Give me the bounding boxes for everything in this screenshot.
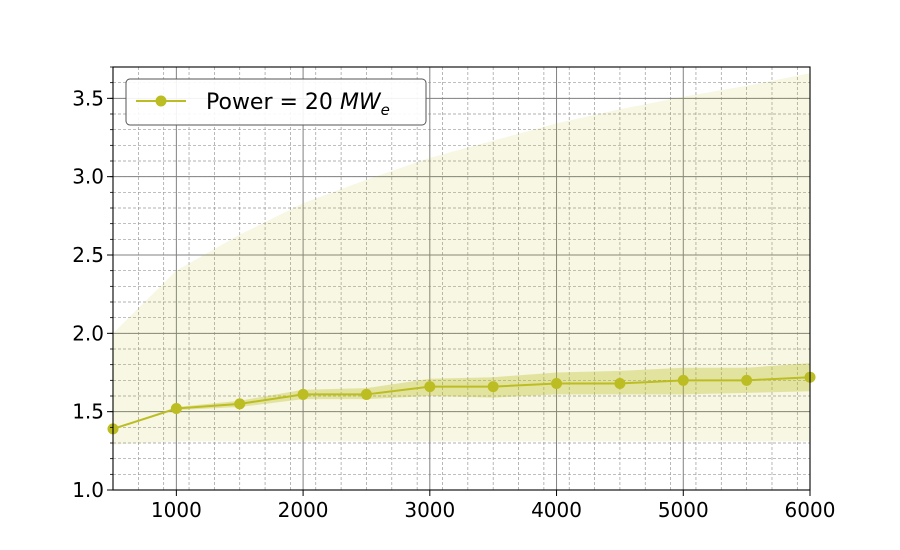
data-point xyxy=(424,381,436,393)
y-tick-label: 2.0 xyxy=(72,321,104,345)
y-tick-label: 1.5 xyxy=(72,400,104,424)
x-axis: 1000 2000 3000 4000 5000 6000 xyxy=(151,490,836,522)
data-point xyxy=(170,403,182,415)
legend-label-subscript: e xyxy=(381,101,390,119)
data-point xyxy=(677,374,689,386)
data-point xyxy=(297,388,309,400)
x-tick-label: 2000 xyxy=(278,498,329,522)
legend-box xyxy=(125,78,427,126)
x-tick-label: 5000 xyxy=(658,498,709,522)
y-tick-label: 3.5 xyxy=(72,86,104,110)
data-point xyxy=(614,377,626,389)
legend-label-italic: MW xyxy=(340,90,382,115)
y-axis: 1.0 1.5 2.0 2.5 3.0 3.5 xyxy=(72,66,113,502)
legend-marker-swatch xyxy=(155,95,167,107)
data-point xyxy=(234,398,246,410)
data-point xyxy=(741,374,753,386)
data-point xyxy=(551,377,563,389)
series-lines xyxy=(113,376,810,430)
x-tick-label: 4000 xyxy=(531,498,582,522)
x-tick-label: 6000 xyxy=(785,498,836,522)
legend-label-main: Power = 20 xyxy=(206,90,340,115)
y-tick-label: 2.5 xyxy=(72,243,104,267)
y-tick-label: 3.0 xyxy=(72,165,104,189)
y-tick-label: 1.0 xyxy=(72,478,104,502)
plot-background xyxy=(113,67,810,490)
legend: Power = 20 MWe xyxy=(125,78,427,126)
x-tick-label: 3000 xyxy=(404,498,455,522)
data-point xyxy=(487,381,499,393)
data-point xyxy=(360,388,372,400)
x-tick-label: 1000 xyxy=(151,498,202,522)
plot-frame xyxy=(112,66,811,491)
series-line xyxy=(113,376,810,430)
legend-label: Power = 20 MWe xyxy=(206,90,390,119)
outer-confidence-band xyxy=(113,73,810,445)
